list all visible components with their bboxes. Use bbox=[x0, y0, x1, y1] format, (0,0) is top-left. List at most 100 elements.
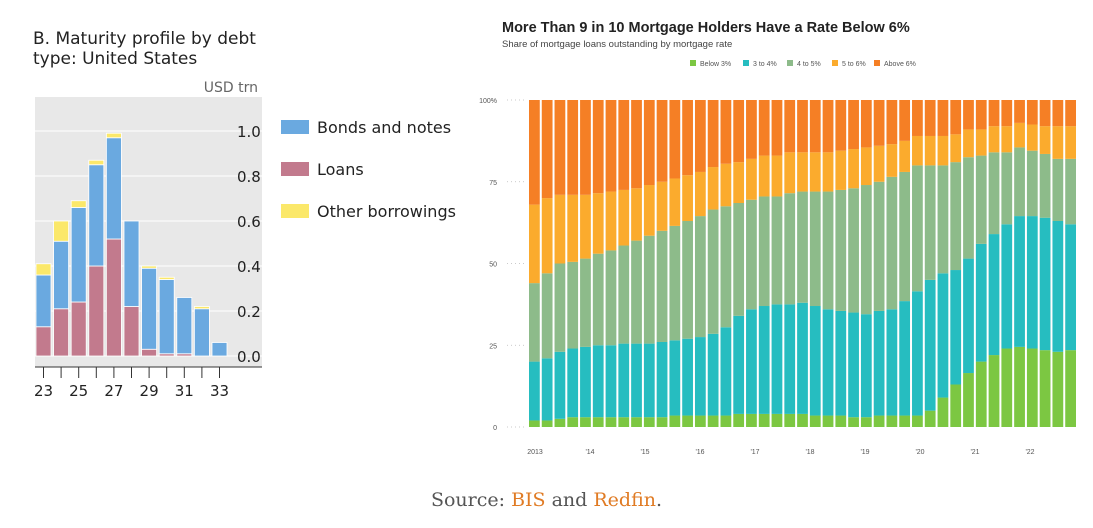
legend-label: 4 to 5% bbox=[797, 61, 821, 68]
bar-segment bbox=[988, 100, 1000, 127]
bar-segment bbox=[924, 135, 936, 166]
y-tick-label: 100% bbox=[479, 98, 497, 105]
x-tick-label: '19 bbox=[860, 449, 869, 456]
bar-segment bbox=[643, 343, 655, 418]
legend-swatch bbox=[281, 120, 309, 134]
bar-segment bbox=[963, 373, 974, 427]
bar-segment bbox=[1039, 100, 1051, 127]
bar-segment bbox=[950, 384, 962, 427]
bar-segment bbox=[1026, 150, 1038, 217]
bar-segment bbox=[682, 220, 693, 339]
bar-segment bbox=[899, 301, 911, 416]
bar-segment bbox=[707, 209, 719, 334]
bar-segment bbox=[618, 343, 630, 418]
bis-link[interactable]: BIS bbox=[511, 489, 546, 511]
bar-segment bbox=[733, 162, 745, 204]
bar-segment bbox=[1001, 224, 1013, 349]
bar-segment bbox=[580, 194, 591, 259]
bar-segment bbox=[975, 100, 987, 130]
bar-segment bbox=[937, 165, 949, 274]
bar-segment bbox=[873, 415, 885, 427]
bar-segment bbox=[631, 417, 642, 427]
bar-segment bbox=[656, 100, 668, 182]
bar-segment bbox=[873, 100, 885, 146]
bar-segment bbox=[1039, 217, 1051, 351]
bar-segment bbox=[618, 100, 630, 190]
bar-segment bbox=[784, 100, 796, 153]
bar-segment bbox=[809, 152, 821, 192]
bar-segment bbox=[771, 155, 783, 197]
bar-segment bbox=[771, 196, 783, 305]
bar-segment bbox=[912, 165, 923, 292]
bar-segment bbox=[605, 417, 617, 427]
bar-segment bbox=[912, 291, 923, 416]
bar-segment bbox=[975, 129, 987, 156]
bar-segment bbox=[682, 338, 693, 416]
bar-segment bbox=[567, 194, 579, 262]
bar-segment bbox=[656, 417, 668, 427]
bar-segment bbox=[643, 417, 655, 427]
right-chart-title: More Than 9 in 10 Mortgage Holders Have … bbox=[502, 20, 910, 36]
bar-segment bbox=[720, 100, 732, 164]
y-tick-label: 0.6 bbox=[237, 213, 261, 231]
bar-segment bbox=[669, 415, 681, 427]
y-tick-label: 50 bbox=[489, 262, 497, 269]
bar-segment bbox=[211, 342, 228, 357]
x-tick-label: '17 bbox=[750, 449, 759, 456]
bar-segment bbox=[643, 185, 655, 236]
bar-segment bbox=[554, 418, 566, 427]
bar-segment bbox=[886, 415, 898, 427]
bar-segment bbox=[1026, 100, 1038, 125]
y-tick-label: 0.8 bbox=[237, 168, 261, 186]
bar-segment bbox=[924, 100, 936, 136]
redfin-link[interactable]: Redfin bbox=[593, 489, 656, 511]
bar-segment bbox=[1014, 122, 1025, 148]
y-axis-unit-label: USD trn bbox=[204, 80, 258, 96]
legend-swatch bbox=[281, 162, 309, 176]
bar-segment bbox=[860, 417, 872, 427]
bar-segment bbox=[605, 191, 617, 251]
bar-segment bbox=[592, 193, 604, 254]
bar-segment bbox=[694, 171, 706, 217]
bar-segment bbox=[567, 417, 579, 427]
bar-segment bbox=[529, 204, 540, 284]
bar-segment bbox=[963, 100, 974, 130]
bar-segment bbox=[950, 162, 962, 271]
bar-segment bbox=[797, 302, 808, 414]
bar-segment bbox=[924, 279, 936, 411]
bar-segment bbox=[682, 175, 693, 221]
bar-segment bbox=[592, 100, 604, 194]
y-tick-label: 25 bbox=[489, 343, 497, 350]
legend-swatch bbox=[787, 60, 793, 66]
legend-label: Above 6% bbox=[884, 61, 916, 68]
bar-segment bbox=[529, 361, 540, 421]
y-tick-label: 0 bbox=[493, 425, 497, 432]
legend-label: Below 3% bbox=[700, 61, 731, 68]
bar-segment bbox=[720, 327, 732, 416]
bar-segment bbox=[809, 100, 821, 153]
bar-segment bbox=[707, 415, 719, 427]
x-tick-label: '14 bbox=[585, 449, 594, 456]
bar-segment bbox=[886, 100, 898, 145]
bar-segment bbox=[656, 181, 668, 231]
bar-segment bbox=[758, 196, 770, 307]
x-tick-label: '16 bbox=[695, 449, 704, 456]
bar-segment bbox=[950, 134, 962, 163]
bar-segment bbox=[567, 261, 579, 349]
bar-segment bbox=[809, 191, 821, 307]
bar-segment bbox=[141, 265, 158, 269]
bar-segment bbox=[580, 100, 591, 195]
bar-segment bbox=[1052, 126, 1064, 159]
bar-segment bbox=[1014, 216, 1025, 347]
legend-swatch bbox=[832, 60, 838, 66]
bar-segment bbox=[1026, 348, 1038, 427]
bar-segment bbox=[860, 185, 872, 315]
bar-segment bbox=[809, 415, 821, 427]
bar-segment bbox=[605, 345, 617, 418]
bar-segment bbox=[656, 230, 668, 342]
bar-segment bbox=[758, 413, 770, 427]
bar-segment bbox=[797, 413, 808, 427]
source-prefix: Source: bbox=[430, 489, 512, 511]
bar-segment bbox=[860, 100, 872, 148]
bar-segment bbox=[592, 253, 604, 346]
